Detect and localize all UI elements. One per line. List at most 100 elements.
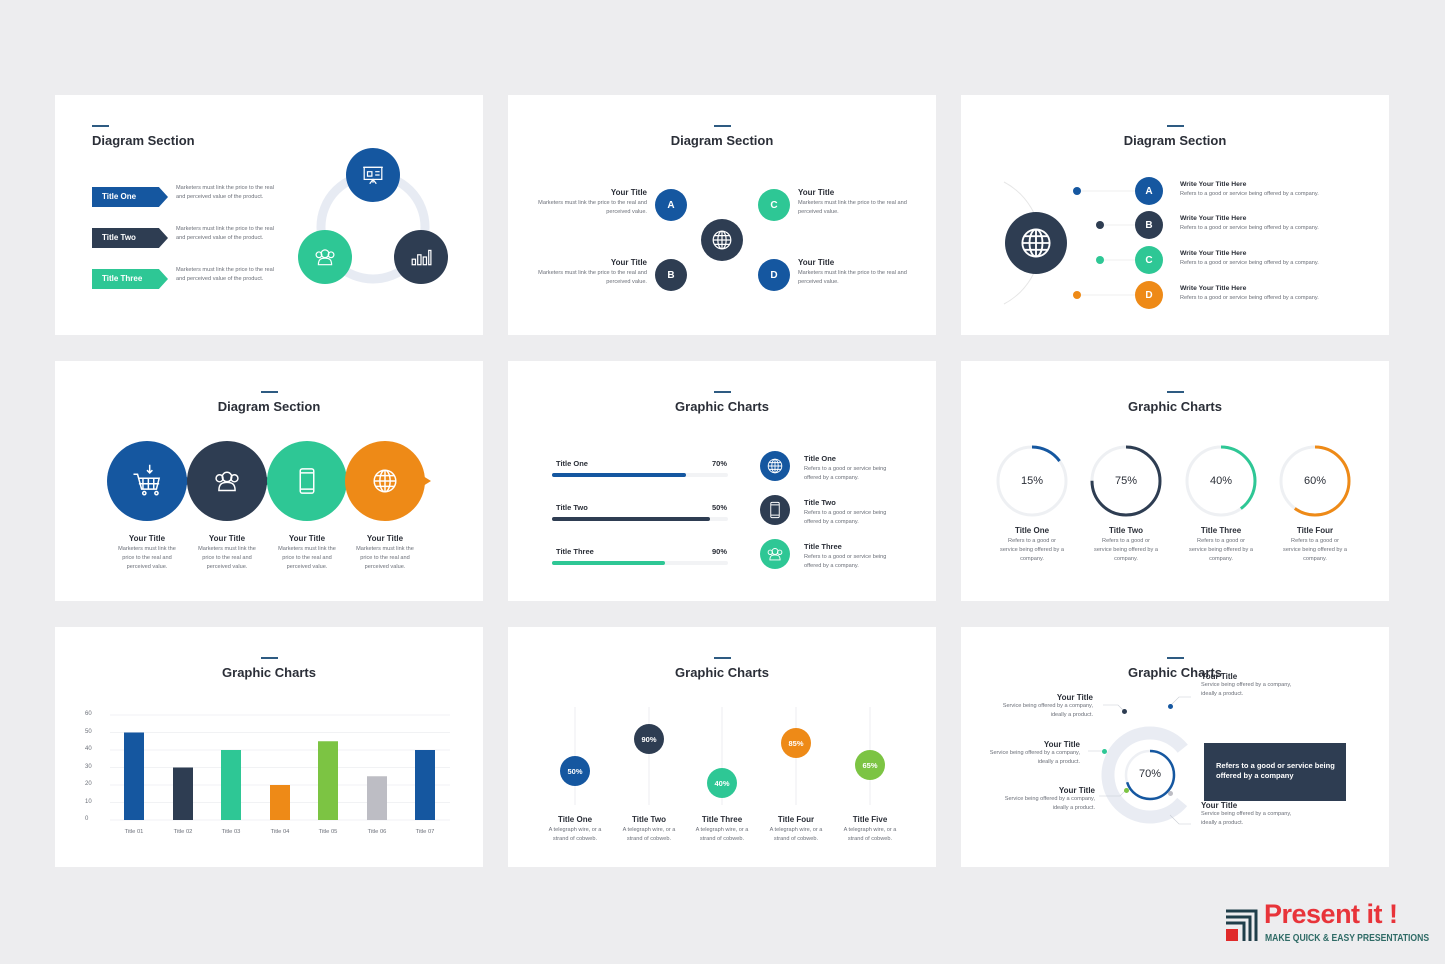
title-rule bbox=[714, 125, 731, 127]
ring-value: 40% bbox=[1209, 475, 1233, 487]
bar[interactable] bbox=[173, 767, 193, 821]
smartphone-icon bbox=[770, 501, 780, 519]
ring-value: 15% bbox=[1020, 475, 1044, 487]
item-description: Refers to a good or service being offere… bbox=[1180, 225, 1319, 231]
value-bubble[interactable]: 40% bbox=[707, 768, 737, 798]
orbit-dot[interactable] bbox=[1073, 187, 1081, 195]
item-description: A telegraph wire, or a strand of cobweb. bbox=[843, 827, 897, 842]
bar[interactable] bbox=[367, 776, 387, 820]
bar[interactable] bbox=[318, 741, 338, 820]
slide-bar-chart[interactable]: Graphic Charts 0 10 20 30 40 50 60 Title 01 Titl… bbox=[55, 627, 483, 867]
y-tick-label: 50 bbox=[85, 728, 92, 735]
bar[interactable] bbox=[221, 750, 241, 820]
item-description: Refers to a good or service being offere… bbox=[804, 554, 887, 569]
x-tick-label: Title 05 bbox=[318, 829, 338, 835]
slide-diagram-cycle[interactable]: Diagram Section Title One Marketers must … bbox=[55, 95, 483, 335]
title-rule bbox=[1167, 391, 1184, 393]
y-tick-label: 0 bbox=[85, 816, 89, 822]
value-bubble[interactable]: 90% bbox=[634, 724, 664, 754]
progress-fill bbox=[552, 561, 665, 565]
callout-dot[interactable] bbox=[1101, 748, 1107, 754]
x-tick-label: Title 01 bbox=[124, 829, 144, 835]
callout-description: Service being offered by a company, idea… bbox=[989, 750, 1080, 765]
item-description: A telegraph wire, or a strand of cobweb. bbox=[695, 827, 749, 842]
bar-chart bbox=[110, 714, 450, 821]
globe-icon bbox=[712, 230, 732, 250]
callout-dot[interactable] bbox=[1121, 708, 1127, 714]
slide-diagram-steps[interactable]: Diagram Section Your Title Marketers must… bbox=[55, 361, 483, 601]
step-description: Marketers must link the price to the rea… bbox=[118, 546, 176, 570]
step-circle[interactable] bbox=[107, 441, 187, 521]
value-bubble[interactable]: 65% bbox=[855, 750, 885, 780]
ring-value: 60% bbox=[1303, 475, 1327, 487]
title-tag[interactable]: Title Two bbox=[92, 228, 168, 248]
slide-title: Diagram Section bbox=[92, 133, 195, 148]
title-tag[interactable]: Title Three bbox=[92, 269, 168, 289]
bar[interactable] bbox=[124, 732, 144, 821]
people-icon bbox=[315, 249, 335, 266]
letter-badge[interactable]: B bbox=[1135, 211, 1163, 239]
ring-description: Refers to a good or service being offere… bbox=[1189, 538, 1253, 562]
letter-badge[interactable]: D bbox=[1135, 281, 1163, 309]
letter-badge[interactable]: A bbox=[1135, 177, 1163, 205]
cycle-node[interactable] bbox=[346, 148, 400, 202]
tag-description: Marketers must link the price to the rea… bbox=[176, 185, 274, 200]
item-title: Title Four bbox=[777, 815, 815, 824]
callout-title: Your Title bbox=[1043, 740, 1080, 749]
bar[interactable] bbox=[415, 750, 435, 820]
letter-badge[interactable]: A bbox=[655, 189, 687, 221]
ring-title: Title Three bbox=[1200, 526, 1242, 535]
value-bubble[interactable]: 50% bbox=[560, 756, 590, 786]
globe-icon bbox=[1021, 228, 1051, 258]
bar-value: 70% bbox=[711, 459, 727, 468]
ring-progress bbox=[1185, 445, 1257, 517]
x-tick-label: Title 02 bbox=[173, 829, 193, 835]
bar[interactable] bbox=[270, 785, 290, 820]
callout-dot[interactable] bbox=[1167, 790, 1173, 796]
item-icon-circle[interactable] bbox=[760, 495, 790, 525]
bar-chart-icon bbox=[411, 249, 432, 266]
slide-diagram-abcd-hub[interactable]: Diagram Section A Your Title Marketers mus… bbox=[508, 95, 936, 335]
ring-value: 75% bbox=[1114, 475, 1138, 487]
step-circle[interactable] bbox=[267, 441, 347, 521]
callout-dot[interactable] bbox=[1123, 787, 1129, 793]
item-description: Marketers must link the price to the rea… bbox=[538, 200, 647, 215]
callout-title: Your Title bbox=[1201, 672, 1238, 681]
title-rule bbox=[1167, 657, 1184, 659]
item-title: Title One bbox=[804, 454, 836, 463]
item-title: Write Your Title Here bbox=[1180, 250, 1247, 257]
title-rule bbox=[1167, 125, 1184, 127]
y-tick-label: 10 bbox=[85, 798, 92, 805]
orbit-dot[interactable] bbox=[1096, 221, 1104, 229]
donut-value: 70% bbox=[1138, 768, 1162, 780]
letter-badge[interactable]: B bbox=[655, 259, 687, 291]
title-tag[interactable]: Title One bbox=[92, 187, 168, 207]
item-title: Your Title bbox=[610, 188, 647, 197]
step-title: Your Title bbox=[366, 534, 404, 543]
y-tick-label: 20 bbox=[85, 781, 92, 787]
item-title: Title Two bbox=[632, 815, 666, 824]
slide-title: Diagram Section bbox=[1123, 133, 1227, 148]
slide-lollipop-chart[interactable]: Graphic Charts 50% Title One A telegraph w… bbox=[508, 627, 936, 867]
ring-description: Refers to a good or service being offere… bbox=[1094, 538, 1158, 562]
slide-ring-charts[interactable]: Graphic Charts 15% Title One Refers to a g… bbox=[961, 361, 1389, 601]
item-title: Title Five bbox=[852, 815, 888, 824]
orbit-dot[interactable] bbox=[1073, 291, 1081, 299]
slide-donut-callouts[interactable]: Graphic Charts 70% Your Title Service bein… bbox=[961, 627, 1389, 867]
slide-title: Graphic Charts bbox=[675, 399, 769, 414]
letter-badge[interactable]: C bbox=[758, 189, 790, 221]
donut-chart bbox=[1088, 696, 1199, 825]
slide-progress-bars[interactable]: Graphic Charts Title One 70% Title Two 50% T… bbox=[508, 361, 936, 601]
value-bubble[interactable]: 85% bbox=[781, 728, 811, 758]
step-title: Your Title bbox=[208, 534, 246, 543]
item-description: A telegraph wire, or a strand of cobweb. bbox=[548, 827, 602, 842]
title-rule bbox=[261, 657, 278, 659]
slide-diagram-orbit-list[interactable]: Diagram Section A Write Your Title Here Re… bbox=[961, 95, 1389, 335]
ring-title: Title One bbox=[1014, 526, 1050, 535]
letter-badge[interactable]: D bbox=[758, 259, 790, 291]
present-it-logo: Present it ! MAKE QUICK & EASY PRESENTAT… bbox=[1224, 899, 1429, 948]
orbit-dot[interactable] bbox=[1096, 256, 1104, 264]
letter-badge[interactable]: C bbox=[1135, 246, 1163, 274]
callout-dot[interactable] bbox=[1167, 703, 1173, 709]
item-title: Your Title bbox=[610, 258, 647, 267]
